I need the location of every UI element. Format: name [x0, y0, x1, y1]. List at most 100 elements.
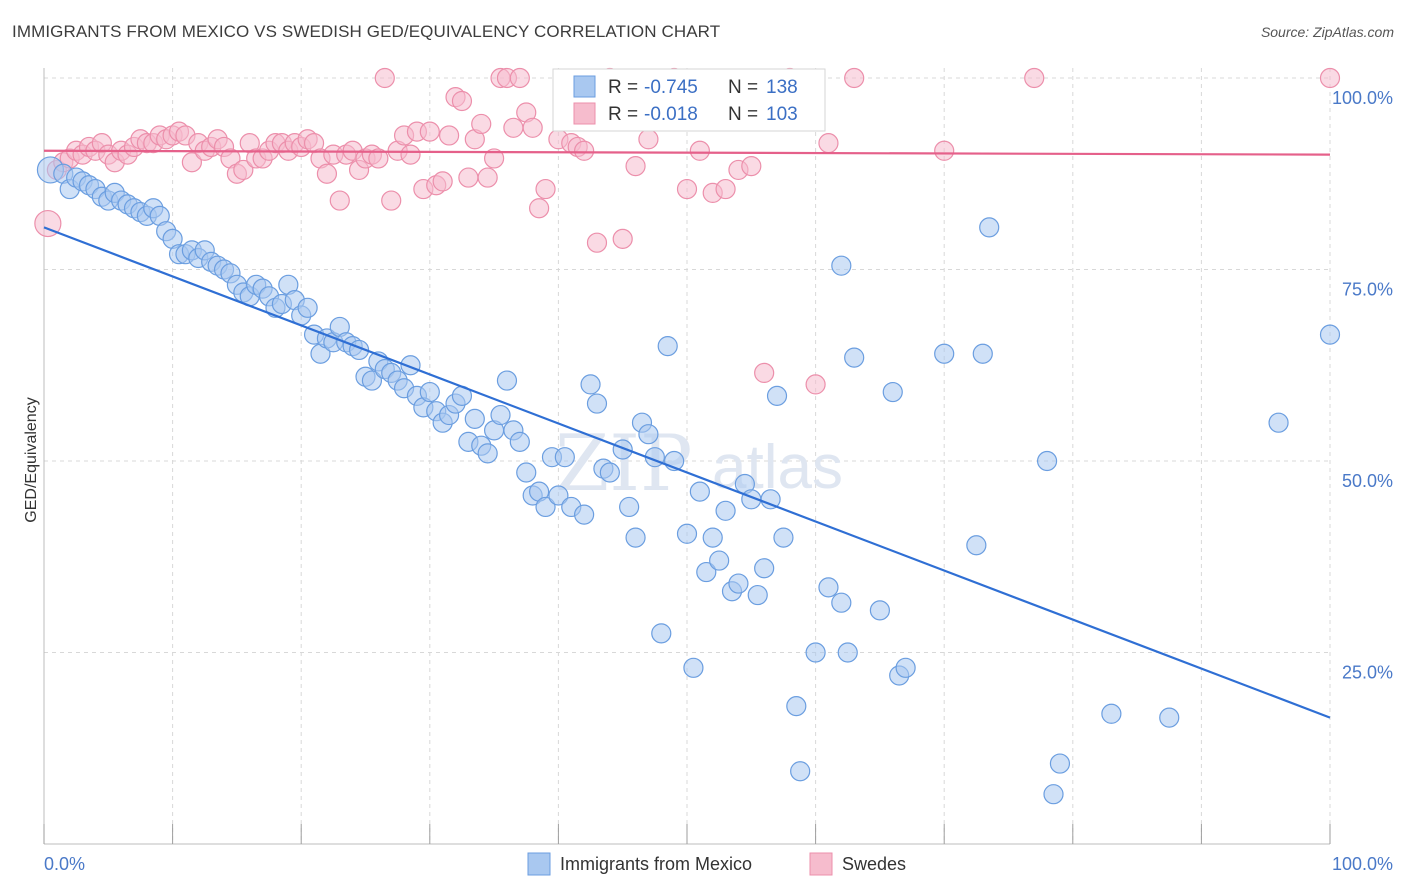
- swedes-point: [34, 209, 62, 238]
- bottom-legend: Immigrants from Mexico Swedes: [527, 852, 906, 876]
- swedes-point: [419, 121, 440, 142]
- mexico-point: [773, 527, 794, 548]
- mexico-point: [728, 573, 749, 594]
- swedes-point: [754, 362, 775, 384]
- mexico-point: [509, 431, 530, 452]
- legend-r-value-swedes: -0.018: [644, 104, 698, 125]
- mexico-point: [709, 550, 730, 571]
- swedes-point: [432, 171, 453, 192]
- mexico-point: [586, 393, 608, 414]
- legend-r-value-mexico: -0.745: [644, 77, 698, 98]
- mexico-point: [599, 462, 620, 483]
- swedes-point: [1024, 67, 1045, 89]
- mexico-point: [747, 584, 768, 606]
- mexico-point: [535, 496, 556, 518]
- mexico-point: [831, 592, 852, 613]
- swedes-point: [612, 228, 633, 249]
- mexico-point: [979, 217, 1000, 238]
- mexico-point: [464, 408, 485, 429]
- mexico-point: [516, 462, 537, 483]
- mexico-point: [754, 558, 775, 579]
- mexico-point: [1101, 703, 1122, 724]
- swedes-point: [625, 155, 646, 177]
- mexico-point: [934, 343, 955, 364]
- mexico-point: [790, 761, 811, 782]
- mexico-point: [554, 447, 575, 468]
- mexico-point: [689, 481, 710, 502]
- y-tick-label: 75.0%: [1342, 280, 1393, 300]
- mexico-point: [548, 485, 569, 506]
- mexico-point: [1319, 324, 1341, 345]
- swedes-point: [400, 144, 421, 165]
- bottom-legend-swatch-mexico: [527, 852, 551, 876]
- mexico-point: [1043, 784, 1064, 805]
- mexico-points: [36, 156, 1341, 805]
- mexico-point: [1049, 753, 1071, 774]
- mexico-point: [766, 385, 788, 406]
- legend-swatch-swedes: [573, 102, 596, 125]
- mexico-point: [625, 527, 646, 548]
- mexico-point: [831, 255, 852, 276]
- swedes-point: [477, 167, 498, 188]
- legend-box: [552, 68, 826, 132]
- legend-swatch-mexico: [573, 75, 596, 98]
- swedes-point: [316, 163, 338, 184]
- swedes-point: [676, 178, 698, 200]
- swedes-point: [503, 117, 524, 138]
- swedes-point: [458, 167, 479, 188]
- swedes-point: [509, 67, 530, 89]
- mexico-point: [477, 443, 498, 464]
- legend: R = -0.745 N = 138 R = -0.018 N = 103: [552, 68, 826, 132]
- legend-n-label-swedes: N =: [728, 104, 758, 125]
- legend-r-label-swedes: R =: [608, 104, 638, 125]
- trend-lines: [43, 149, 1331, 719]
- legend-n-value-swedes: 103: [766, 104, 798, 125]
- swedes-point: [818, 133, 839, 154]
- legend-n-label-mexico: N =: [728, 77, 758, 98]
- watermark-atlas: atlas: [712, 433, 843, 502]
- mexico-point: [1159, 707, 1180, 728]
- swedes-trend-line: [43, 149, 1331, 156]
- mexico-point: [972, 343, 993, 364]
- swedes-point: [586, 232, 608, 253]
- swedes-point: [805, 374, 826, 395]
- swedes-point: [451, 90, 473, 112]
- mexico-point: [612, 439, 633, 460]
- mexico-point: [580, 374, 601, 395]
- bottom-legend-swatch-swedes: [809, 852, 833, 876]
- swedes-point: [471, 113, 492, 135]
- legend-r-label-mexico: R =: [608, 77, 638, 98]
- mexico-trend-line: [43, 226, 1331, 719]
- mexico-point: [837, 642, 858, 663]
- y-tick-label: 50.0%: [1342, 471, 1393, 491]
- mexico-point: [696, 561, 717, 583]
- mexico-point: [683, 657, 704, 678]
- swedes-point: [438, 125, 460, 146]
- mexico-point: [966, 535, 987, 556]
- mexico-point: [715, 500, 736, 521]
- swedes-point: [522, 117, 543, 138]
- mexico-point: [786, 696, 807, 717]
- swedes-point: [329, 190, 350, 211]
- mexico-point: [657, 336, 678, 357]
- swedes-point: [181, 152, 202, 173]
- chart-source: Source: ZipAtlas.com: [1260, 24, 1394, 40]
- swedes-point: [535, 178, 556, 200]
- y-axis-labels: 100.0% 75.0% 50.0% 25.0%: [1332, 88, 1393, 683]
- mexico-point: [490, 404, 511, 426]
- mexico-point: [1036, 450, 1058, 472]
- mexico-point: [760, 489, 781, 510]
- mexico-point: [651, 623, 672, 644]
- bottom-legend-label-mexico: Immigrants from Mexico: [560, 854, 752, 874]
- x-tick-label-min: 0.0%: [44, 854, 85, 874]
- swedes-point: [368, 148, 389, 169]
- y-tick-label: 25.0%: [1342, 663, 1393, 683]
- swedes-point: [741, 155, 762, 177]
- mexico-point: [869, 600, 891, 621]
- x-tick-label-max: 100.0%: [1332, 854, 1393, 874]
- swedes-point: [844, 67, 865, 89]
- bottom-legend-label-swedes: Swedes: [842, 854, 906, 874]
- mexico-point: [297, 297, 318, 318]
- mexico-point: [619, 496, 640, 518]
